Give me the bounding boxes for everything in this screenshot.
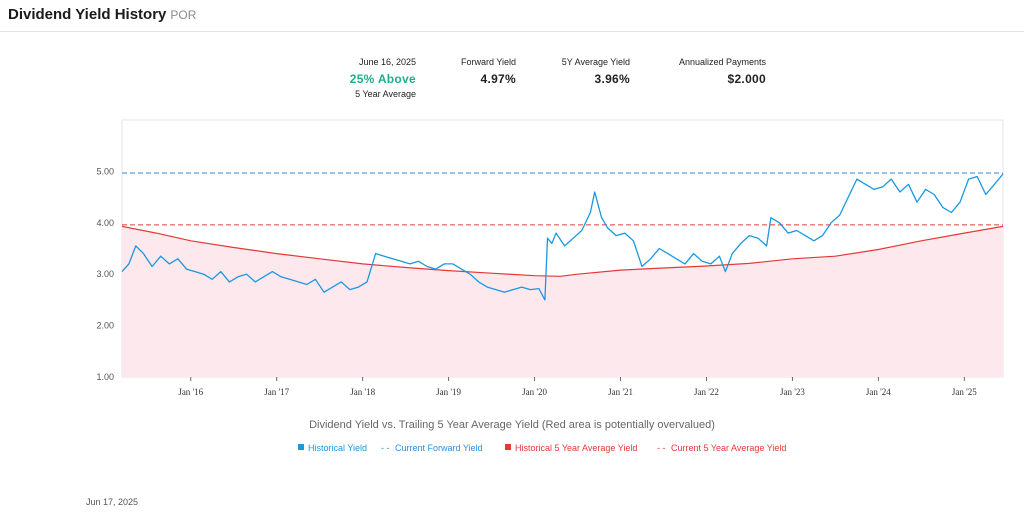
ticker-symbol: POR bbox=[170, 8, 197, 22]
stat-date: June 16, 2025 bbox=[358, 57, 416, 67]
x-tick-label: Jan '22 bbox=[694, 387, 719, 397]
x-tick-label: Jan '21 bbox=[608, 387, 633, 397]
chart-caption: Dividend Yield vs. Trailing 5 Year Avera… bbox=[309, 419, 715, 431]
legend-label: Current Forward Yield bbox=[395, 443, 483, 453]
stat-forward-label: Forward Yield bbox=[460, 57, 516, 67]
legend-marker bbox=[298, 444, 304, 450]
y-tick-label: 2.00 bbox=[96, 321, 114, 331]
footer-date: Jun 17, 2025 bbox=[86, 497, 139, 507]
page-header: Dividend Yield History POR bbox=[0, 0, 1024, 32]
y-tick-label: 1.00 bbox=[96, 372, 114, 382]
legend-label: Historical 5 Year Average Yield bbox=[515, 443, 637, 453]
stat-forward-block: Forward Yield 4.97% bbox=[430, 57, 516, 86]
y-tick-label: 4.00 bbox=[96, 218, 114, 228]
legend-label: Current 5 Year Average Yield bbox=[671, 443, 786, 453]
stat-avg-value: 3.96% bbox=[594, 72, 630, 86]
historical-5y-avg-line bbox=[121, 225, 1004, 277]
page-title-text: Dividend Yield History bbox=[8, 6, 167, 23]
x-tick-label: Jan '23 bbox=[780, 387, 805, 397]
stat-date-block: June 16, 2025 25% Above 5 Year Average bbox=[300, 57, 416, 99]
x-tick-label: Jan '19 bbox=[436, 387, 461, 397]
y-tick-label: 3.00 bbox=[96, 269, 114, 279]
stat-avg-label: 5Y Average Yield bbox=[561, 57, 630, 67]
stat-avg-block: 5Y Average Yield 3.96% bbox=[530, 57, 630, 86]
x-tick-label: Jan '25 bbox=[952, 387, 977, 397]
dividend-yield-chart: 1.00 2.00 3.00 4.00 5.00 Jan '16 Jan '17 Jan '1… bbox=[96, 119, 1004, 453]
y-tick-label: 5.00 bbox=[96, 166, 114, 176]
x-tick-label: Jan '16 bbox=[178, 387, 203, 397]
x-tick-label: Jan '17 bbox=[264, 387, 289, 397]
legend-marker: - - bbox=[657, 443, 666, 453]
avg-yield-area bbox=[122, 226, 1003, 377]
stat-relative-value: 25% Above bbox=[349, 72, 416, 86]
x-tick-label: Jan '24 bbox=[866, 387, 891, 397]
stat-relative-sub: 5 Year Average bbox=[355, 89, 416, 99]
legend-marker bbox=[505, 444, 511, 450]
stat-payments-block: Annualized Payments $2.000 bbox=[650, 57, 766, 86]
stat-payments-label: Annualized Payments bbox=[678, 57, 766, 67]
historical-yield-line bbox=[121, 173, 1004, 301]
x-tick-label: Jan '20 bbox=[522, 387, 547, 397]
page-title: Dividend Yield History POR bbox=[8, 6, 196, 23]
legend-marker: - - bbox=[381, 443, 390, 453]
x-tick-label: Jan '18 bbox=[350, 387, 375, 397]
stat-forward-value: 4.97% bbox=[480, 72, 516, 86]
stat-payments-value: $2.000 bbox=[727, 72, 766, 86]
legend-label: Historical Yield bbox=[308, 443, 367, 453]
